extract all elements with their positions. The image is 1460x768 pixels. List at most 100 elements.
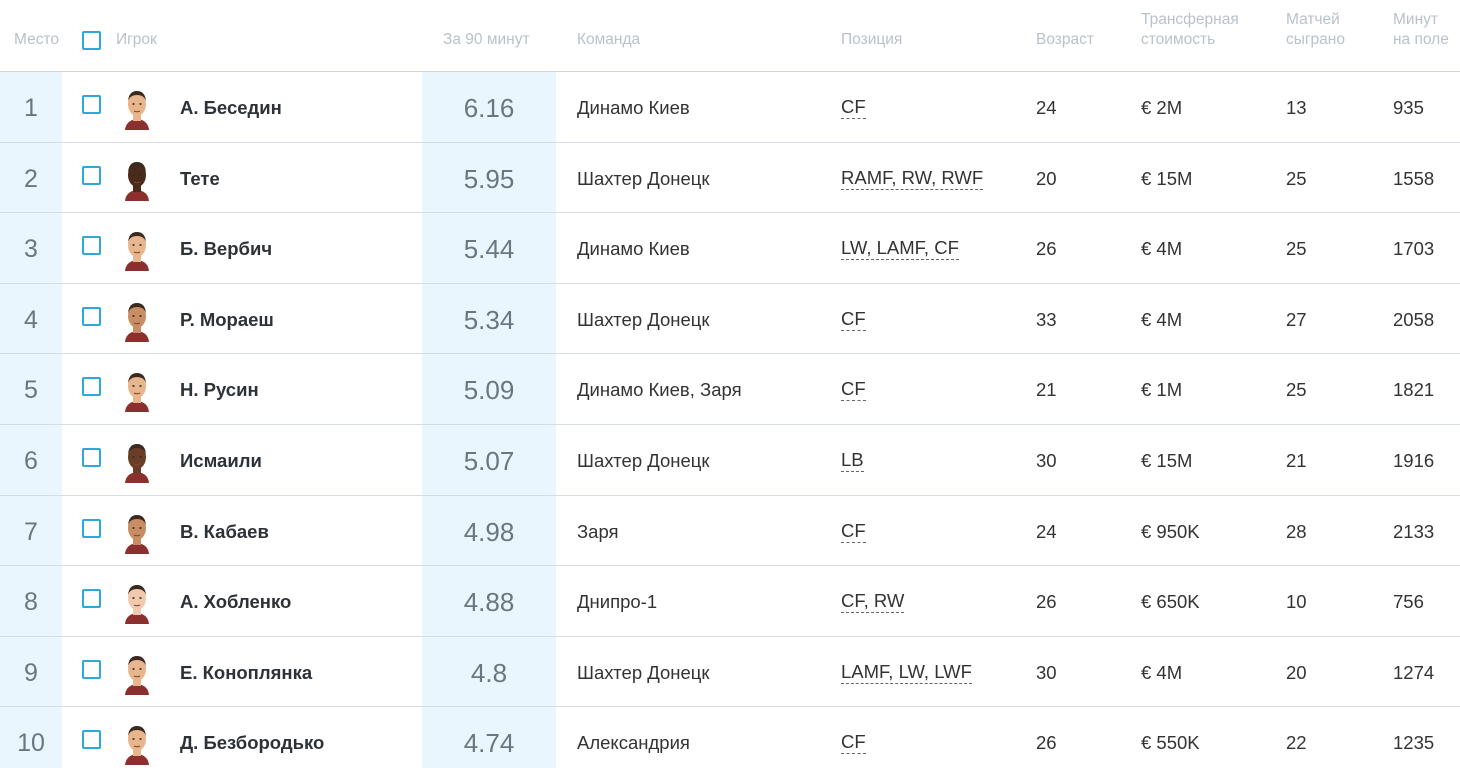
rank-cell: 8 — [24, 588, 38, 617]
player-avatar-icon[interactable] — [120, 721, 154, 766]
rank-column-background — [0, 72, 62, 768]
table-header: Место Игрок За 90 минут Команда Позиция … — [0, 0, 1460, 72]
row-select-checkbox[interactable] — [82, 659, 101, 679]
table-row[interactable]: 2 Тете 5.95 Шахтер Донецк RAMF, RW, RWF … — [0, 143, 1460, 214]
per90-value: 4.8 — [470, 657, 508, 688]
row-select-checkbox[interactable] — [82, 589, 101, 609]
position-tooltip-trigger[interactable]: CF — [841, 519, 866, 543]
header-matches[interactable]: Матчей сыграно — [1286, 10, 1345, 50]
player-avatar-icon[interactable] — [120, 156, 154, 201]
table-row[interactable]: 8 А. Хобленко 4.88 Днипро-1 CF, RW 26 € … — [0, 566, 1460, 637]
age-value: 24 — [1036, 520, 1057, 542]
player-avatar-icon[interactable] — [120, 580, 154, 625]
matches-played: 10 — [1286, 591, 1307, 613]
position-tooltip-trigger[interactable]: CF — [841, 96, 866, 119]
team-name: Шахтер Донецк — [577, 450, 710, 471]
position-tooltip-trigger[interactable]: LW, LAMF, CF — [841, 237, 959, 261]
per90-value: 4.98 — [463, 516, 515, 547]
player-name-link[interactable]: А. Хобленко — [180, 591, 292, 613]
matches-played: 25 — [1286, 238, 1307, 260]
team-name: Шахтер Донецк — [577, 308, 710, 330]
player-name-link[interactable]: Р. Мораеш — [180, 308, 274, 330]
header-transfer-line1: Трансферная — [1141, 11, 1239, 28]
per90-value: 4.74 — [463, 728, 515, 759]
team-name: Динамо Киев — [577, 97, 690, 118]
select-all-checkbox[interactable] — [82, 31, 101, 50]
position-tooltip-trigger[interactable]: RAMF, RW, RWF — [841, 166, 984, 190]
player-avatar-icon[interactable] — [120, 86, 154, 130]
position-tooltip-trigger[interactable]: CF — [841, 731, 866, 755]
row-select-checkbox[interactable] — [82, 236, 101, 256]
header-player[interactable]: Игрок — [116, 31, 157, 48]
per90-value: 5.95 — [463, 163, 515, 194]
table-row[interactable]: 4 Р. Мораеш 5.34 Шахтер Донецк CF 33 € 4… — [0, 284, 1460, 355]
minutes-played: 935 — [1393, 97, 1424, 118]
player-name-link[interactable]: А. Беседин — [180, 97, 282, 118]
rank-cell: 5 — [24, 376, 38, 405]
header-minutes[interactable]: Минут на поле — [1393, 10, 1449, 50]
team-name: Заря — [577, 520, 619, 542]
minutes-played: 756 — [1393, 591, 1424, 613]
player-name-link[interactable]: Е. Коноплянка — [180, 661, 313, 683]
minutes-played: 1821 — [1393, 379, 1435, 401]
row-select-checkbox[interactable] — [82, 730, 101, 750]
header-team[interactable]: Команда — [577, 31, 641, 48]
table-row[interactable]: 7 В. Кабаев 4.98 Заря CF 24 € 950K 28 21… — [0, 496, 1460, 567]
header-matches-line1: Матчей — [1286, 11, 1340, 28]
matches-played: 27 — [1286, 308, 1307, 330]
player-avatar-icon[interactable] — [120, 227, 154, 272]
player-name-link[interactable]: Б. Вербич — [180, 238, 273, 260]
table-row[interactable]: 9 Е. Коноплянка 4.8 Шахтер Донецк LAMF, … — [0, 637, 1460, 708]
header-position[interactable]: Позиция — [841, 31, 903, 48]
age-value: 26 — [1036, 238, 1057, 260]
table-row[interactable]: 5 Н. Русин 5.09 Динамо Киев, Заря CF 21 … — [0, 354, 1460, 425]
row-select-checkbox[interactable] — [82, 95, 101, 114]
player-name-link[interactable]: Н. Русин — [180, 379, 259, 401]
player-name-link[interactable]: Исмаили — [180, 450, 262, 471]
rank-cell: 9 — [24, 658, 38, 687]
header-age[interactable]: Возраст — [1036, 31, 1094, 48]
player-name-link[interactable]: Д. Безбородько — [180, 732, 325, 754]
player-name-link[interactable]: В. Кабаев — [180, 520, 269, 542]
header-per90[interactable]: За 90 минут — [443, 31, 530, 48]
rank-cell: 1 — [24, 94, 38, 122]
position-tooltip-trigger[interactable]: CF, RW — [841, 590, 905, 614]
table-row[interactable]: 6 Исмаили 5.07 Шахтер Донецк LB 30 € 15M… — [0, 425, 1460, 496]
position-tooltip-trigger[interactable]: CF — [841, 307, 866, 331]
row-select-checkbox[interactable] — [82, 448, 101, 467]
per90-value: 5.09 — [463, 375, 515, 406]
row-select-checkbox[interactable] — [82, 165, 101, 185]
position-tooltip-trigger[interactable]: CF — [841, 378, 866, 402]
player-avatar-icon[interactable] — [120, 650, 154, 695]
table-row[interactable]: 10 Д. Безбородько 4.74 Александрия CF 26… — [0, 707, 1460, 768]
transfer-value: € 2M — [1141, 97, 1183, 118]
team-name: Шахтер Донецк — [577, 167, 710, 189]
team-name: Шахтер Донецк — [577, 661, 710, 683]
row-select-checkbox[interactable] — [82, 377, 101, 397]
transfer-value: € 15M — [1141, 450, 1193, 471]
player-avatar-icon[interactable] — [120, 297, 154, 342]
header-rank[interactable]: Место — [14, 31, 60, 48]
matches-played: 25 — [1286, 167, 1307, 189]
transfer-value: € 650K — [1141, 591, 1200, 613]
header-transfer-value[interactable]: Трансферная стоимость — [1141, 10, 1239, 50]
table-row[interactable]: 3 Б. Вербич 5.44 Динамо Киев LW, LAMF, C… — [0, 213, 1460, 284]
transfer-value: € 4M — [1141, 238, 1183, 260]
row-select-checkbox[interactable] — [82, 306, 101, 326]
header-transfer-line2: стоимость — [1141, 31, 1216, 48]
row-select-checkbox[interactable] — [82, 518, 101, 538]
transfer-value: € 15M — [1141, 167, 1193, 189]
player-avatar-icon[interactable] — [120, 439, 154, 483]
player-avatar-icon[interactable] — [120, 368, 154, 413]
age-value: 24 — [1036, 97, 1057, 118]
position-tooltip-trigger[interactable]: LB — [841, 449, 864, 472]
transfer-value: € 550K — [1141, 732, 1200, 754]
transfer-value: € 4M — [1141, 661, 1183, 683]
minutes-played: 1558 — [1393, 167, 1435, 189]
position-tooltip-trigger[interactable]: LAMF, LW, LWF — [841, 660, 972, 684]
table-row[interactable]: 1 А. Беседин 6.16 Динамо Киев CF 24 € 2M… — [0, 72, 1460, 143]
team-name: Александрия — [577, 732, 690, 754]
player-name-link[interactable]: Тете — [180, 167, 220, 189]
rank-cell: 6 — [24, 447, 38, 475]
player-avatar-icon[interactable] — [120, 509, 154, 554]
